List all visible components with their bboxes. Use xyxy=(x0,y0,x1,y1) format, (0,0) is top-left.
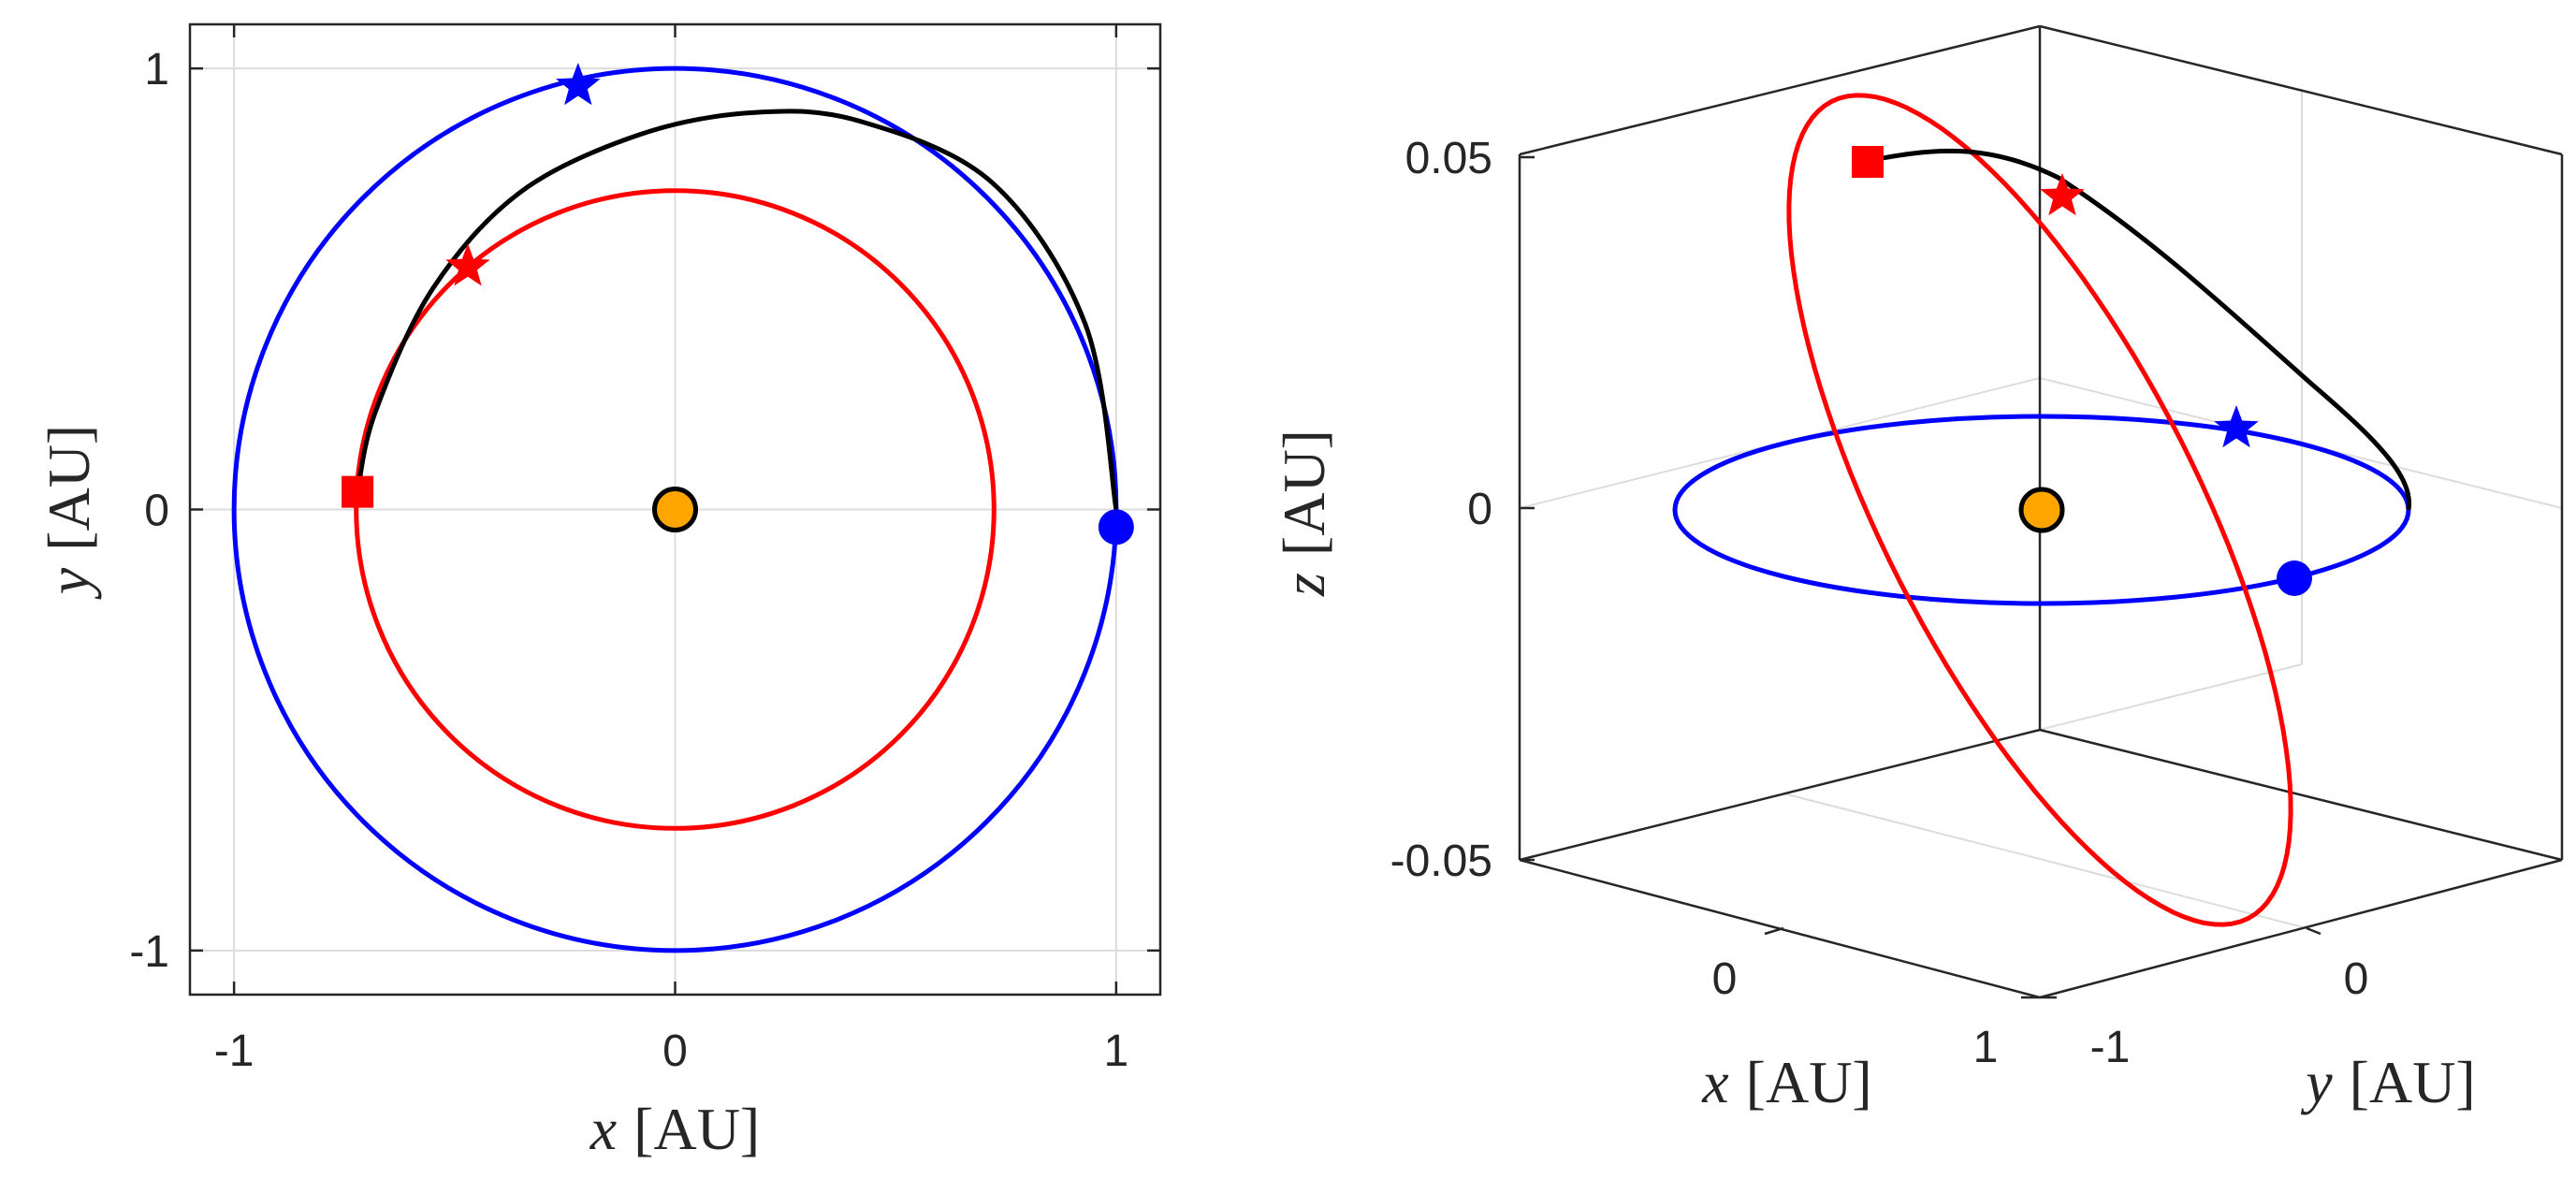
transfer-arc-xy xyxy=(355,109,1119,510)
xy-markers xyxy=(342,63,1134,546)
y-tick-label-3d: -1 xyxy=(2090,1023,2131,1072)
xy-blue-start-marker xyxy=(1098,509,1134,546)
z-axis-label-3d: z[AU] xyxy=(1271,429,1337,597)
xy-red-end-marker xyxy=(342,475,374,508)
3d-blue-start-marker xyxy=(2277,560,2312,596)
z-tick-label: -0.05 xyxy=(1390,837,1492,886)
transfer-arc-3d xyxy=(1866,148,2412,511)
x-tick-label: 1 xyxy=(1104,1026,1129,1076)
xy-tick-marks xyxy=(190,24,1160,995)
y-tick-label-3d: 0 xyxy=(2344,954,2369,1004)
z-tick-label: 0.05 xyxy=(1405,134,1492,183)
xy-blue-end-marker xyxy=(556,63,601,106)
3d-markers xyxy=(1852,146,2312,596)
3d-sun-marker xyxy=(2018,487,2065,533)
3d-red-start-marker xyxy=(2040,173,2085,216)
3d-blue-end-marker xyxy=(2214,405,2259,448)
xy-sun-marker xyxy=(652,487,698,532)
3d-tick-labels: 0.05 0 -0.05 0 1 -1 0 xyxy=(1390,134,2369,1072)
red-orbit-xy xyxy=(354,188,997,831)
3d-plot: 0.05 0 -0.05 0 1 -1 0 x [AU] y [AU] z[AU] xyxy=(1271,24,2564,1115)
y-tick-label: 0 xyxy=(144,487,169,536)
red-orbit-3d xyxy=(1786,93,2293,927)
y-tick-label: -1 xyxy=(129,927,169,977)
xy-red-start-marker xyxy=(445,243,490,286)
3d-red-end-marker xyxy=(1852,146,1884,178)
x-tick-label-3d: 0 xyxy=(1712,954,1738,1004)
y-axis-label-3d: y [AU] xyxy=(2300,1049,2475,1115)
x-axis-label: x [AU] xyxy=(589,1096,760,1162)
xy-tick-labels: -1 0 1 -1 0 1 xyxy=(129,45,1128,1076)
y-tick-label: 1 xyxy=(144,45,169,95)
z-tick-label: 0 xyxy=(1467,485,1492,534)
x-tick-label: -1 xyxy=(214,1026,255,1076)
y-axis-label: y[AU] xyxy=(36,425,102,600)
3d-tick-marks xyxy=(1520,155,2321,999)
x-tick-label-3d: 1 xyxy=(1973,1023,1999,1072)
xy-plot: -1 0 1 -1 0 1 x [AU] y[AU] xyxy=(36,22,1162,1162)
x-tick-label: 0 xyxy=(662,1026,688,1076)
x-axis-label-3d: x [AU] xyxy=(1701,1049,1871,1115)
